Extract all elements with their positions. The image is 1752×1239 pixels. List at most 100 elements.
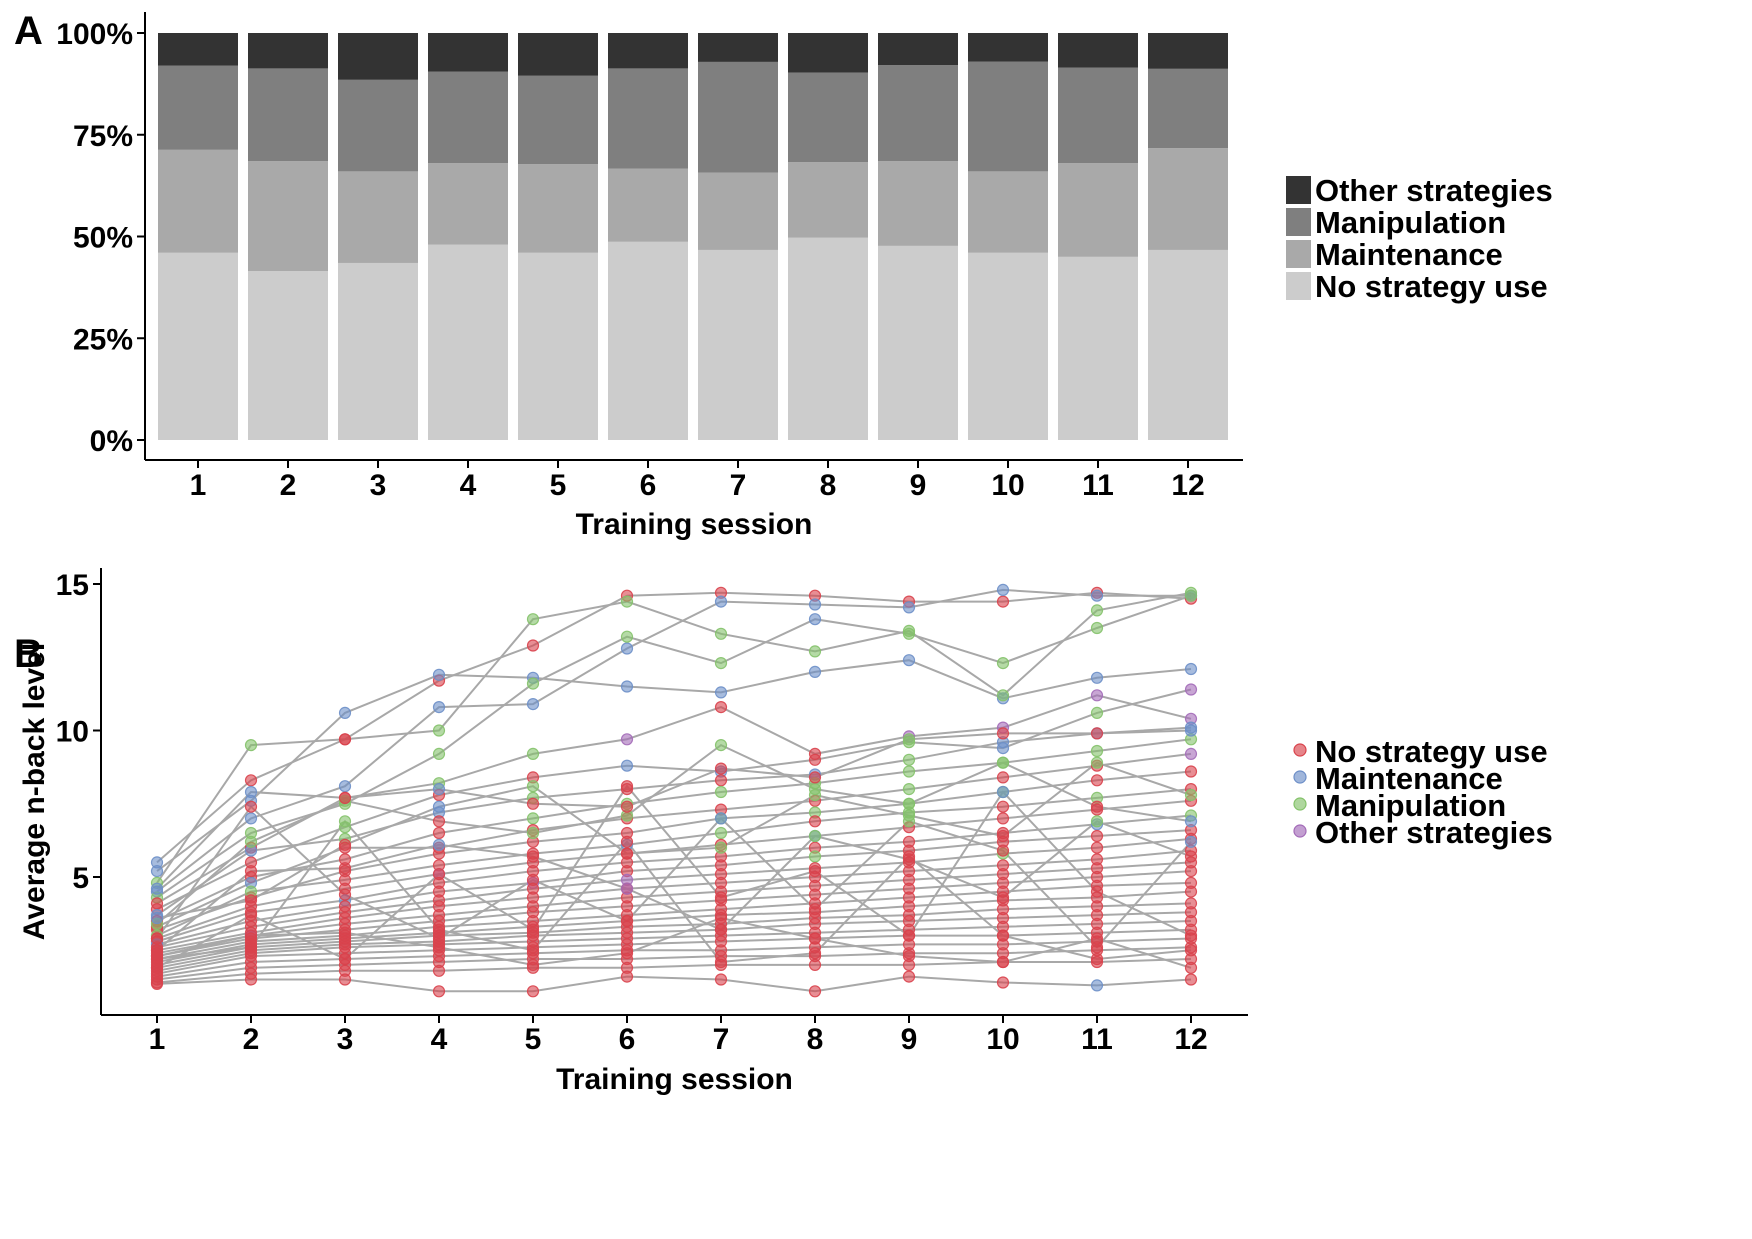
data-point [432, 838, 446, 851]
data-point [1090, 885, 1104, 898]
x-tick-label: 10 [991, 469, 1024, 502]
bar-segment [158, 252, 238, 440]
data-point [620, 947, 634, 960]
x-tick-label: 2 [243, 1023, 260, 1056]
data-point [996, 929, 1010, 942]
y-tick-label: 50% [73, 222, 133, 255]
data-point [244, 738, 258, 752]
participant-line [156, 738, 1192, 922]
legend-label: No strategy use [1315, 269, 1548, 304]
bar-segment [698, 33, 778, 62]
data-point [996, 800, 1010, 813]
data-point [244, 973, 258, 986]
data-point [1090, 727, 1104, 740]
data-point [1184, 929, 1198, 942]
participant-line [156, 937, 1192, 978]
data-point [1184, 683, 1198, 696]
data-point [1184, 973, 1198, 986]
data-point [432, 700, 446, 714]
data-point [996, 727, 1010, 740]
data-point [244, 864, 258, 878]
data-point [902, 949, 916, 963]
legend-swatch [1286, 272, 1311, 300]
participant-line [156, 694, 1192, 905]
data-point [620, 733, 634, 746]
bar-segment [518, 252, 598, 440]
data-point [714, 627, 728, 640]
data-point [808, 903, 822, 916]
bar-segment [878, 33, 958, 66]
data-point [996, 785, 1010, 799]
data-point [808, 815, 822, 828]
x-tick-label: 8 [820, 469, 837, 502]
y-tick-label: 25% [73, 323, 133, 356]
data-point [526, 797, 540, 810]
data-point [620, 882, 634, 895]
participant-line [156, 820, 1192, 952]
data-point [714, 911, 728, 925]
x-tick-label: 12 [1171, 469, 1204, 502]
y-tick-label: 5 [72, 862, 89, 895]
data-point [902, 929, 916, 942]
data-point [244, 812, 258, 825]
data-point [150, 977, 164, 991]
data-point [338, 815, 352, 828]
data-point [526, 985, 540, 998]
panel-a-axes: 1 2 3 4 5 6 7 8 9 10 11 120%25%50%75%100%Training s… [56, 12, 1243, 541]
data-point [996, 812, 1010, 825]
x-tick-label: 7 [713, 1023, 730, 1056]
data-point [714, 595, 728, 608]
data-point [1184, 662, 1198, 676]
bar-segment [518, 75, 598, 165]
data-point [1184, 788, 1198, 802]
data-point [1090, 621, 1104, 635]
data-point [1090, 932, 1104, 945]
data-point [1184, 944, 1198, 957]
bar-segment [158, 33, 238, 66]
bar-segment [518, 33, 598, 76]
participant-line [156, 588, 1191, 893]
participant-line [156, 946, 1192, 981]
bar-segment [788, 33, 868, 73]
data-point [338, 791, 352, 805]
data-point [244, 894, 258, 907]
bar-segment [428, 163, 508, 245]
bar-segment [338, 33, 418, 80]
data-point [620, 759, 634, 772]
x-tick-label: 2 [280, 469, 297, 502]
data-point [902, 733, 916, 746]
bar-segment [968, 171, 1048, 253]
data-point [808, 864, 822, 878]
data-point [244, 774, 258, 787]
participant-line [156, 958, 1192, 984]
data-point [432, 800, 446, 813]
data-point [1184, 724, 1198, 737]
data-point [620, 630, 634, 643]
bar-segment [698, 61, 778, 173]
x-tick-label: 4 [460, 469, 477, 502]
legend-label: Manipulation [1315, 788, 1506, 823]
data-point [1184, 961, 1198, 974]
bar-segment [608, 168, 688, 242]
data-point [714, 762, 728, 775]
data-point [808, 850, 822, 863]
data-point [1090, 671, 1104, 684]
data-point [432, 867, 446, 881]
data-point [620, 835, 634, 848]
participant-line [156, 861, 1192, 955]
y-tick-label: 15 [56, 569, 89, 602]
panel-b-lines [156, 588, 1192, 993]
data-point [432, 964, 446, 977]
x-tick-label: 11 [1081, 1023, 1113, 1056]
bar-segment [158, 149, 238, 253]
data-point [808, 598, 822, 611]
panel-a-legend: Other strategiesManipulationMaintenanceN… [1286, 173, 1553, 304]
data-point [996, 689, 1010, 702]
data-point [526, 780, 540, 793]
data-point [526, 639, 540, 652]
legend-marker [1293, 797, 1307, 811]
panel-b-letter: B [14, 632, 43, 676]
panel-b-legend: No strategy useMaintenanceManipulationOt… [1293, 734, 1553, 850]
legend-label: No strategy use [1315, 734, 1548, 769]
participant-line [156, 975, 1192, 993]
